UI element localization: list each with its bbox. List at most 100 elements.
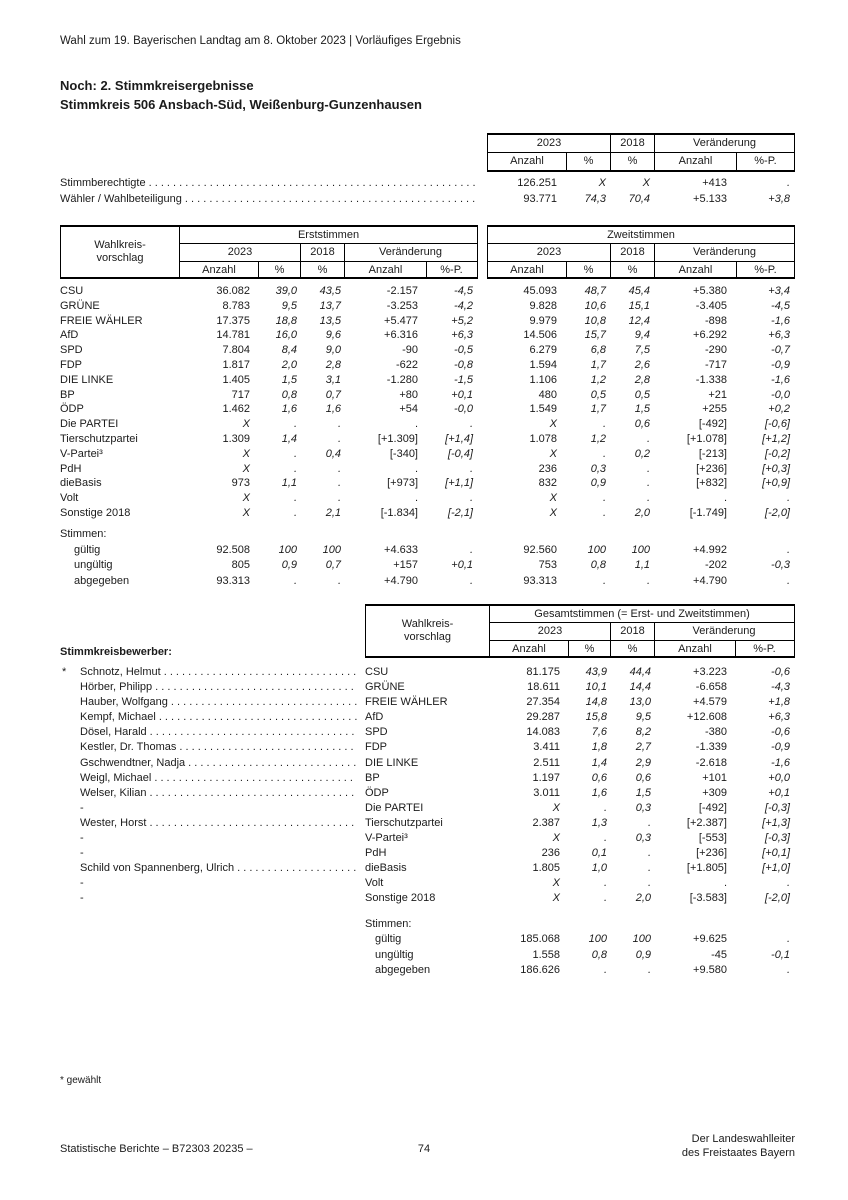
erst-chg-pctp: . [469, 462, 473, 475]
candidate-name: Welser, Kilian [80, 786, 147, 799]
gesamt-pct-2018: 8,2 [635, 726, 651, 739]
gesamt-chg-anzahl: +4.579 [693, 696, 727, 709]
stimmen-row-label: ungültig [74, 559, 113, 572]
zweit-chg-pctp: -0,9 [771, 358, 790, 371]
gesamt-chg-pctp: -0,6 [771, 726, 790, 739]
zweit-pct-2018: 45,4 [628, 285, 650, 297]
stimmen-row: gültig 92.508 100 100 +4.633 . 92.560 10… [60, 543, 795, 559]
zweit-chg-pctp: +3,4 [768, 285, 790, 297]
candidate-party: AfD [365, 711, 384, 724]
gesamt-anzahl: 2.511 [533, 756, 560, 769]
gesamt-pct-2018: 2,9 [635, 756, 651, 769]
erst-pct-2018: 13,7 [319, 299, 341, 312]
party-name: Sonstige 2018 [60, 506, 131, 519]
col-pctp: %-P. [440, 264, 463, 276]
col-pct-2018: % [611, 153, 655, 170]
gesamt-chg-anzahl: -2.618 [695, 756, 727, 769]
erst-pct-2018: 9,0 [325, 344, 341, 357]
zweit-chg-anzahl: -898 [704, 314, 727, 327]
zweit-chg-anzahl: -1.338 [695, 373, 727, 386]
gesamt-pct: . [603, 964, 607, 977]
gesamt-pct: 1,6 [591, 786, 607, 799]
erst-pct-2018: 13,5 [319, 314, 341, 327]
party-result-row: Tierschutzpartei 1.309 1,4 . [+1.309] [+… [60, 432, 795, 447]
erst-pct: 1,6 [281, 403, 297, 416]
zweit-pct-2018: 9,4 [634, 329, 650, 342]
gesamt-pct: 43,9 [585, 666, 607, 678]
gesamt-anzahl: 14.083 [526, 726, 560, 739]
zweit-chg-pctp: . [786, 543, 790, 556]
erst-pct: 8,4 [281, 344, 297, 357]
candidate-name-cell: Schnotz, Helmut [80, 665, 365, 680]
summary-row-label: Stimmberechtigte [60, 175, 487, 191]
candidate-party: FDP [365, 741, 387, 754]
gesamt-pct-2018: 0,3 [635, 832, 651, 845]
gesamt-anzahl: 81.175 [526, 666, 560, 678]
col-2023: 2023 [488, 135, 611, 152]
dot-leader [151, 771, 357, 786]
gesamt-pct: 1,3 [591, 816, 607, 829]
candidate-party: CSU [365, 666, 389, 678]
dot-leader [146, 175, 479, 191]
candidate-name: Gschwendtner, Nadja [80, 756, 186, 769]
candidate-name-cell: Schild von Spannenberg, Ulrich [80, 861, 365, 876]
erst-pct-2018: . [337, 492, 341, 505]
party-name: SPD [60, 344, 83, 357]
value-pct-2018: 70,4 [628, 193, 650, 205]
erst-pct-2018: 0,4 [325, 447, 341, 460]
zweit-pct: 6,8 [590, 344, 606, 357]
erst-chg-anzahl: [+973] [387, 477, 418, 490]
erst-chg-anzahl: +5.477 [384, 314, 418, 327]
zweit-pct-2018: 100 [631, 543, 650, 556]
gesamt-pct: 14,8 [585, 696, 607, 709]
zweit-pct-2018: 1,1 [634, 559, 650, 572]
party-rows: CSU 36.082 39,0 43,5 -2.157 -4,5 45.093 … [60, 284, 795, 521]
erst-pct: 100 [278, 543, 297, 556]
party-name: BP [60, 388, 75, 401]
candidate-party: BP [365, 771, 380, 784]
zweit-pct-2018: . [646, 432, 650, 445]
gesamt-pct-2018: 13,0 [629, 696, 651, 709]
gesamt-chg-anzahl: -45 [711, 948, 727, 961]
col-pct: % [567, 153, 611, 170]
erst-pct-2018: 2,8 [325, 358, 341, 371]
candidate-name: Dösel, Harald [80, 726, 147, 739]
erst-chg-anzahl: -2.157 [386, 285, 418, 297]
erst-chg-pctp: -4,5 [454, 285, 473, 297]
col-chg-anzahl: Anzahl [655, 153, 737, 170]
stimmen-row-label: abgegeben [74, 575, 130, 588]
gesamt-pct: . [603, 892, 607, 905]
page-subtitle: Stimmkreis 506 Ansbach-Süd, Weißenburg-G… [60, 97, 422, 112]
erst-pct: 0,9 [281, 559, 297, 572]
dot-leader [182, 191, 479, 207]
zweit-chg-pctp: -0,3 [771, 559, 790, 572]
zweit-anzahl: 93.313 [523, 575, 557, 588]
zweit-anzahl: X [549, 447, 557, 460]
erst-pct-2018: . [337, 418, 341, 431]
gesamt-chg-anzahl: +101 [702, 771, 727, 784]
erst-pct-2018: 1,6 [325, 403, 341, 416]
value-anzahl-2023: 126.251 [517, 177, 557, 189]
erst-chg-pctp: . [469, 543, 473, 556]
erst-anzahl: 1.462 [222, 403, 250, 416]
zweit-chg-anzahl: -3.405 [695, 299, 727, 312]
gesamt-pct-2018: 1,5 [635, 786, 651, 799]
party-result-row: FREIE WÄHLER 17.375 18,8 13,5 +5.477 +5,… [60, 314, 795, 329]
col-2018: 2018 [611, 135, 655, 152]
zweit-chg-anzahl: [-1.749] [689, 506, 727, 519]
dot-leader [147, 725, 357, 740]
erst-anzahl: 36.082 [216, 285, 250, 297]
erst-pct-2018: . [337, 575, 341, 588]
erst-anzahl: X [242, 447, 250, 460]
zweit-chg-pctp: -1,6 [771, 373, 790, 386]
zweit-chg-pctp: +6,3 [768, 329, 790, 342]
zweit-pct-2018: 0,5 [634, 388, 650, 401]
candidate-name: Schnotz, Helmut [80, 666, 161, 678]
candidates-table: * Schnotz, Helmut CSU 81.175 43,9 44,4 +… [60, 665, 795, 979]
stimmen-row-label: ungültig [375, 948, 414, 961]
erst-chg-pctp: -0,5 [454, 344, 473, 357]
gesamt-chg-pctp: -0,9 [771, 741, 790, 754]
party-result-row: dieBasis 973 1,1 . [+973] [+1,1] 832 0,9… [60, 476, 795, 491]
erst-pct: . [293, 418, 297, 431]
erst-chg-pctp: +0,1 [451, 559, 473, 572]
